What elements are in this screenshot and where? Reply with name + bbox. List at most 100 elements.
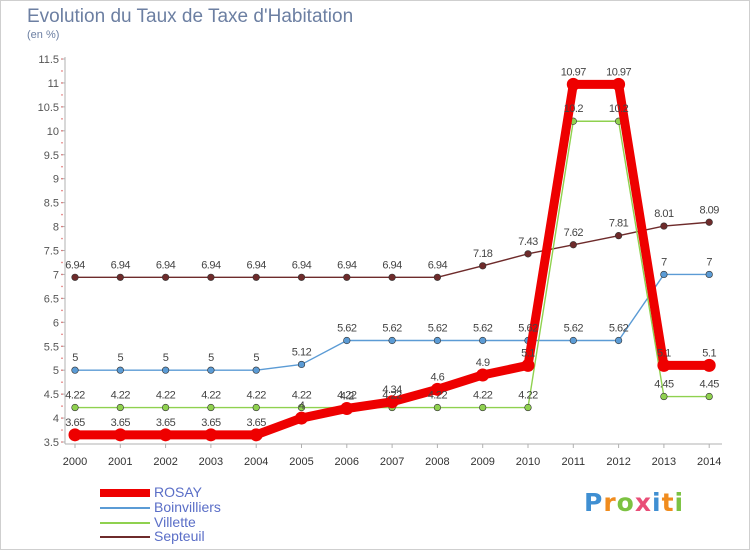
y-minor-tick [61, 237, 63, 240]
data-label-villette: 4.22 [473, 390, 493, 402]
logo-letter: i [674, 488, 685, 517]
data-label-rosay: 3.65 [246, 417, 266, 429]
data-point-septeuil [71, 273, 79, 281]
x-tick-label: 2007 [380, 456, 404, 468]
data-point-villette [162, 403, 170, 412]
data-point-boinvilliers [660, 270, 668, 279]
data-label-boinvilliers: 7 [661, 256, 667, 268]
y-minor-tick [61, 345, 63, 348]
y-minor-tick [61, 189, 63, 192]
data-label-septeuil: 7.43 [518, 236, 538, 248]
legend-item-rosay: ROSAY [100, 484, 300, 500]
data-point-boinvilliers [162, 366, 170, 374]
y-tick-label: 8 [53, 222, 59, 234]
y-minor-tick [61, 153, 63, 156]
data-label-boinvilliers: 5 [72, 352, 78, 364]
data-label-rosay: 4.2 [340, 390, 354, 402]
data-point-rosay [566, 77, 580, 91]
y-minor-tick [61, 249, 63, 252]
y-minor-tick [61, 261, 63, 264]
data-label-boinvilliers: 5 [117, 352, 123, 364]
data-point-boinvilliers [71, 366, 79, 374]
y-tick-label: 11.5 [38, 54, 59, 66]
data-point-boinvilliers [705, 270, 713, 279]
data-label-rosay: 10.97 [561, 66, 586, 78]
data-point-rosay [612, 77, 626, 91]
y-tick-label: 5.5 [44, 341, 59, 353]
data-point-rosay [521, 358, 535, 372]
legend-item-boinvilliers: Boinvilliers [100, 499, 300, 515]
data-point-septeuil [569, 241, 577, 249]
data-point-rosay [430, 382, 444, 396]
data-point-villette [207, 403, 215, 412]
data-label-rosay: 4.9 [476, 357, 490, 369]
x-tick-label: 2009 [470, 456, 494, 468]
data-label-villette: 4.22 [111, 390, 131, 402]
y-tick-label: 11 [48, 78, 59, 90]
logo-letter: P [584, 488, 604, 517]
data-label-septeuil: 6.94 [246, 259, 266, 271]
y-minor-tick [61, 82, 63, 84]
data-label-villette: 4.22 [428, 390, 448, 402]
y-tick-label: 6 [53, 317, 59, 329]
data-label-rosay: 3.65 [201, 417, 221, 429]
y-minor-tick [61, 165, 63, 168]
data-point-boinvilliers [116, 366, 124, 374]
data-label-septeuil: 6.94 [382, 259, 402, 271]
y-minor-tick [61, 141, 63, 144]
legend-label-villette: Villette [154, 514, 196, 530]
logo-letter: r [603, 488, 617, 517]
x-tick-label: 2012 [606, 456, 630, 468]
data-label-boinvilliers: 5 [208, 352, 214, 364]
data-point-boinvilliers [479, 336, 487, 345]
data-point-rosay [340, 401, 354, 415]
data-point-rosay [295, 411, 308, 425]
data-label-villette: 4.22 [246, 390, 266, 402]
logo-letter: t [661, 488, 675, 517]
data-label-rosay: 10.97 [606, 66, 631, 78]
data-label-boinvilliers: 5.62 [382, 323, 402, 335]
data-point-boinvilliers [614, 336, 623, 345]
data-point-septeuil [162, 273, 170, 281]
data-point-septeuil [116, 273, 124, 281]
data-label-septeuil: 7.81 [609, 218, 629, 230]
y-tick-label: 7 [53, 269, 59, 281]
data-label-villette: 4.45 [654, 379, 674, 391]
data-point-boinvilliers [433, 336, 442, 345]
data-point-villette [71, 403, 79, 412]
legend-item-septeuil: Septeuil [100, 528, 300, 544]
y-tick-label: 3.5 [44, 437, 59, 449]
y-tick-label: 9.5 [44, 150, 59, 162]
data-label-rosay: 5.1 [702, 347, 716, 359]
data-label-rosay: 5.1 [657, 347, 671, 359]
data-label-boinvilliers: 5.62 [428, 323, 448, 335]
data-point-rosay [249, 428, 263, 442]
y-tick-label: 6.5 [44, 293, 59, 305]
data-label-villette: 4.45 [699, 379, 719, 391]
data-label-villette: 10.2 [609, 103, 629, 115]
y-minor-tick [61, 177, 63, 180]
data-label-septeuil: 7.18 [473, 248, 493, 260]
y-tick-label: 7.5 [44, 246, 59, 258]
data-label-boinvilliers: 5.62 [337, 323, 357, 335]
data-label-septeuil: 8.01 [654, 208, 674, 220]
x-tick-label: 2014 [697, 456, 721, 468]
y-minor-tick [61, 333, 63, 336]
y-minor-tick [61, 429, 63, 431]
data-point-septeuil [388, 273, 396, 281]
chart-subtitle: (en %) [27, 29, 60, 41]
y-minor-tick [61, 417, 63, 419]
data-label-septeuil: 6.94 [156, 259, 176, 271]
x-tick-label: 2004 [244, 456, 268, 468]
data-point-villette [660, 392, 668, 401]
data-label-boinvilliers: 7 [706, 256, 712, 268]
data-label-villette: 4.22 [156, 390, 176, 402]
legend-label-septeuil: Septeuil [154, 528, 205, 544]
data-label-boinvilliers: 5.62 [518, 323, 538, 335]
data-label-villette: 4.22 [518, 390, 538, 402]
data-label-boinvilliers: 5 [163, 352, 169, 364]
data-label-rosay: 5.1 [521, 347, 535, 359]
data-label-villette: 10.2 [564, 103, 584, 115]
data-point-boinvilliers [388, 336, 396, 345]
